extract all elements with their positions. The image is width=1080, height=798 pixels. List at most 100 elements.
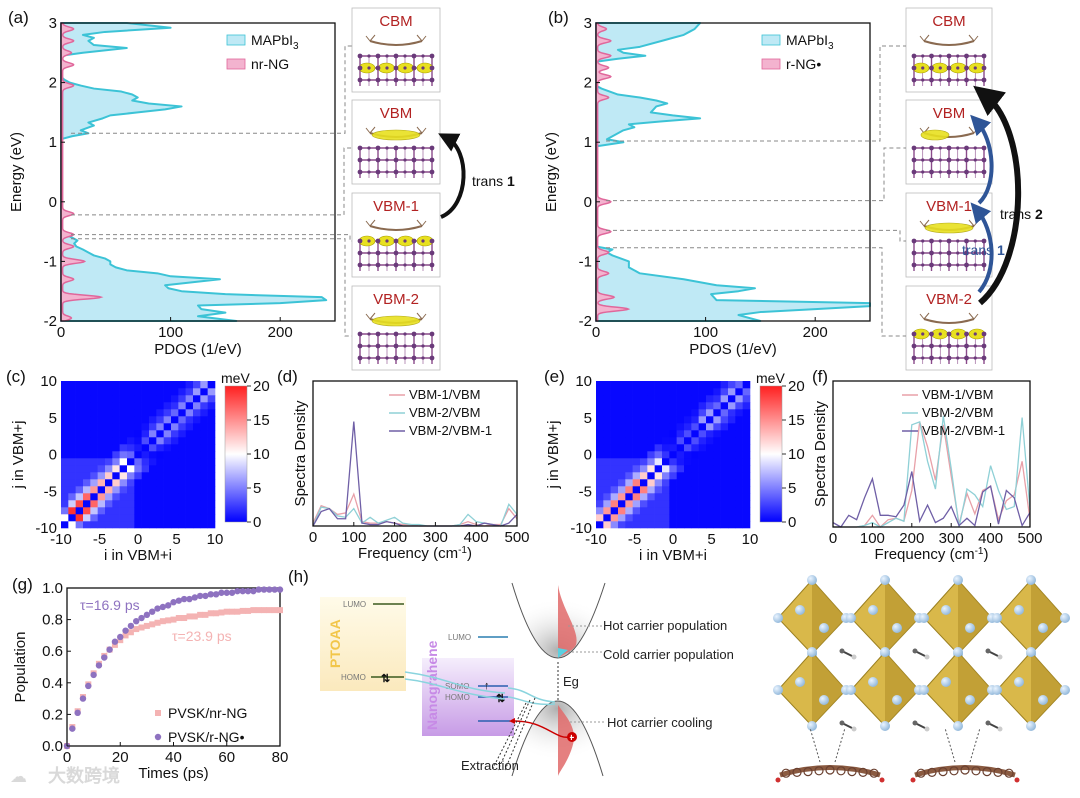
heatmap-cell — [68, 409, 76, 417]
spectra-d-xtick-label: 500 — [504, 529, 529, 546]
heatmap-cell — [735, 472, 743, 480]
heatmap-cell — [676, 451, 685, 459]
lattice-atom-icon — [411, 343, 417, 349]
population-xtick-label: 60 — [218, 749, 235, 766]
heatmap-cell — [171, 409, 179, 417]
spectra-d-xtick-label: 0 — [309, 529, 317, 546]
heatmap-xtick-label: 0 — [669, 531, 677, 548]
lattice-atom-icon — [403, 78, 407, 82]
trans1-number-a: 1 — [507, 173, 515, 189]
heatmap-cell — [163, 381, 172, 389]
octahedron-face-icon — [958, 580, 992, 654]
a-level-connector-vbm-2 — [71, 238, 352, 337]
lattice-atom-icon — [964, 53, 969, 59]
heatmap-cell — [75, 388, 84, 396]
heatmap-cell — [684, 521, 692, 529]
heatmap-cell — [185, 423, 194, 431]
structure-b-vbm-1-label: VBM-1 — [926, 198, 972, 215]
lattice-atom-icon — [403, 158, 407, 162]
heatmap-cell — [163, 395, 172, 403]
spectra-d-xlabel-sup: -1 — [458, 545, 467, 556]
heatmap-cell — [200, 437, 208, 445]
lattice-atom-icon — [367, 332, 371, 336]
methylammonium-atom-icon — [997, 654, 1003, 660]
iodide-atom-icon — [953, 721, 963, 731]
data-point-r-ng — [223, 589, 230, 596]
heatmap-cell — [691, 402, 699, 410]
lattice-atom-icon — [911, 343, 917, 349]
heatmap-cell — [728, 479, 736, 487]
molecule-icon — [923, 40, 975, 46]
data-point-r-ng — [244, 587, 252, 595]
heatmap-cell — [61, 437, 69, 445]
data-point-nr-ng — [239, 607, 246, 614]
heatmap-cell — [119, 472, 128, 480]
heatmap-cell — [698, 451, 707, 459]
legend-swatch-ng — [226, 58, 246, 70]
heatmap-cell — [596, 486, 604, 494]
lattice-atom-icon — [929, 77, 934, 83]
heatmap-cell — [90, 430, 98, 438]
data-point-nr-ng — [138, 624, 145, 631]
heatmap-cell — [149, 486, 157, 494]
heatmap-cell — [647, 437, 655, 445]
heatmap-cell — [669, 493, 677, 501]
heatmap-cell — [156, 444, 164, 452]
heatmap-cell — [61, 472, 69, 480]
heatmap-cell — [610, 402, 619, 410]
lattice-atom-icon — [403, 356, 407, 360]
colorbar-unit-label: meV — [221, 370, 250, 386]
heatmap-cell — [90, 437, 98, 445]
trans2-number-b: 2 — [1035, 206, 1043, 222]
lattice-atom-icon — [938, 158, 942, 162]
iodide-atom-icon — [1060, 613, 1070, 623]
heatmap-cell — [625, 521, 633, 529]
heatmap-cell — [676, 402, 685, 410]
heatmap-xtick-label: 10 — [207, 531, 224, 548]
legend-label-ng: nr-NG — [251, 56, 289, 72]
heatmap-cell — [163, 444, 172, 452]
lattice-atom-icon — [393, 343, 399, 349]
heatmap-cell — [193, 388, 201, 396]
heatmap-cell — [127, 388, 135, 396]
heatmap-cell — [178, 416, 186, 424]
heatmap-ytick-label: -10 — [570, 520, 592, 537]
heatmap-cell — [83, 444, 91, 452]
lattice-atom-icon — [921, 251, 925, 255]
heatmap-cell — [713, 416, 721, 424]
heatmap-cell — [742, 458, 751, 466]
heatmap-cell — [149, 458, 157, 466]
heatmap-cell — [625, 507, 633, 515]
data-point-r-ng — [271, 586, 278, 593]
heatmap-cell — [610, 514, 619, 522]
heatmap-cell — [596, 423, 604, 431]
lattice-atom-icon — [393, 145, 399, 151]
heatmap-cell — [691, 486, 699, 494]
heatmap-cell — [83, 465, 91, 473]
data-point-r-ng — [175, 597, 183, 604]
heatmap-cell — [61, 402, 69, 410]
pdos-a-ytick-label: -2 — [44, 313, 57, 330]
data-point-nr-ng — [245, 607, 252, 614]
heatmap-cell — [742, 395, 751, 403]
heatmap-cell — [647, 500, 655, 508]
heatmap-cell — [61, 507, 69, 515]
lattice-atom-icon — [911, 331, 917, 337]
heatmap-cell — [706, 416, 714, 424]
heatmap-chart-c: -10-10 -5 -5 0 0 5 5 10 10 j in VBM+j i in VBM+i me… — [10, 370, 270, 564]
heatmap-cell — [603, 465, 611, 473]
heatmap-cell — [171, 465, 179, 473]
heatmap-cell — [603, 451, 611, 459]
heatmap-cell — [625, 465, 633, 473]
heatmap-cell — [669, 458, 677, 466]
colorbar-tick-label: 5 — [788, 480, 796, 497]
lattice-atom-icon — [429, 145, 435, 151]
iodide-atom-icon — [807, 647, 817, 657]
heatmap-ytick-label: -5 — [44, 483, 57, 500]
heatmap-cell — [119, 395, 128, 403]
heatmap-cell — [742, 507, 751, 515]
nanographene-ring-icon — [982, 766, 992, 777]
legend-swatch-mapbi3 — [761, 34, 781, 46]
heatmap-cell — [61, 465, 69, 473]
heatmap-cell — [720, 430, 729, 438]
